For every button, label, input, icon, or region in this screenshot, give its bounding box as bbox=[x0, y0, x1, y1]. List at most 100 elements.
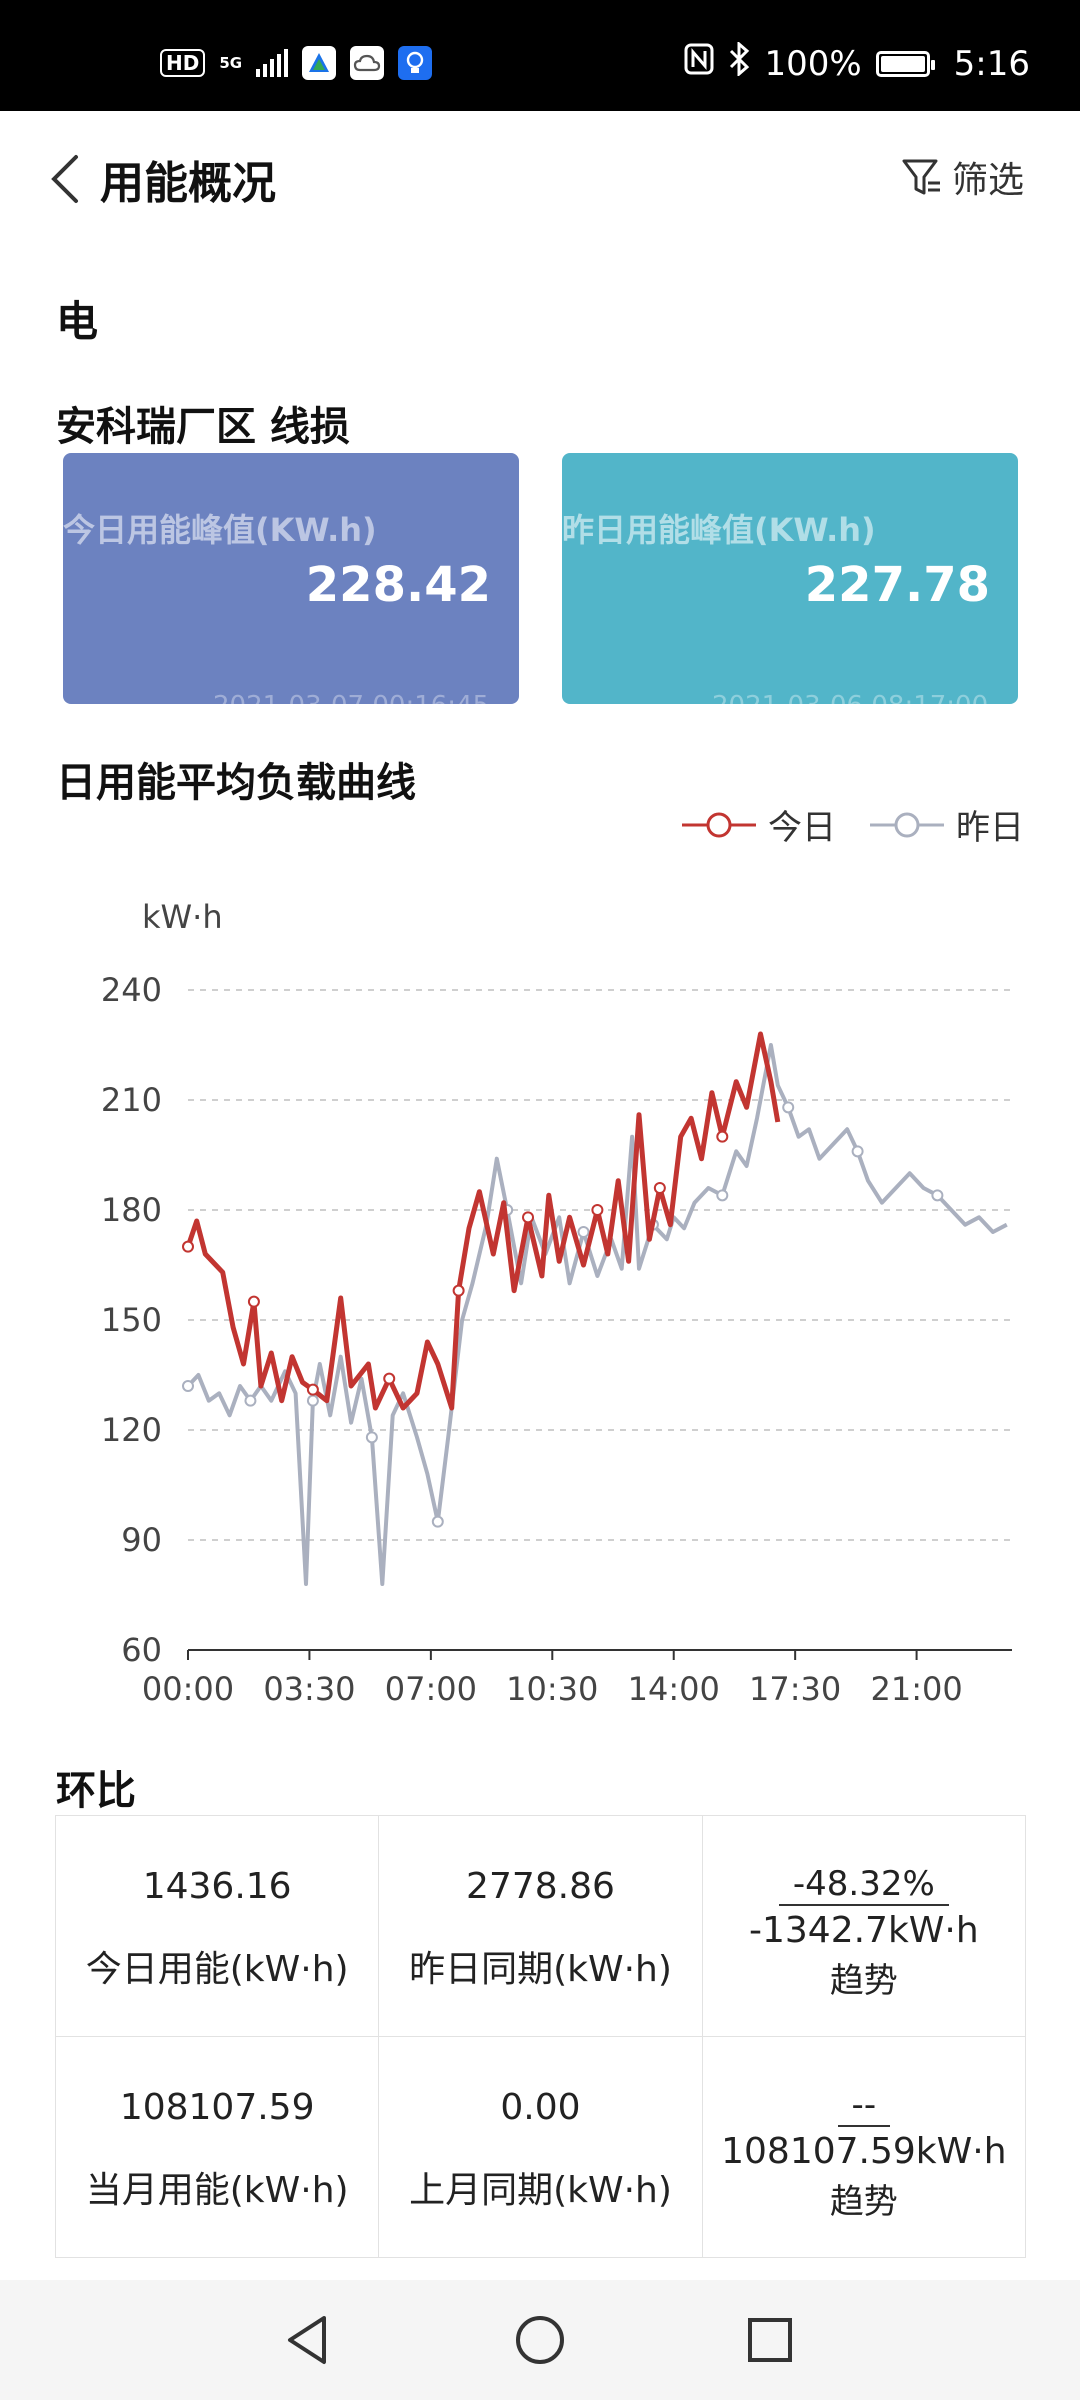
ratio-cell-trend: -- 108107.59kW·h 趋势 bbox=[702, 2037, 1026, 2258]
today-point bbox=[306, 1383, 319, 1396]
status-right: 100% 5:16 bbox=[684, 40, 1030, 85]
filter-label: 筛选 bbox=[951, 160, 1024, 201]
trend-label: 趋势 bbox=[829, 1961, 898, 2001]
change-diff: -1342.7kW·h bbox=[748, 1910, 979, 1951]
ratio-row-day: 1436.16 今日用能(kW·h) 2778.86 昨日同期(kW·h) -4… bbox=[56, 1816, 1026, 2037]
change-percent: -48.32% bbox=[703, 1864, 1025, 1906]
x-tick-label: 17:30 bbox=[749, 1670, 841, 1708]
series-today-line bbox=[185, 1031, 781, 1411]
x-tick-label: 10:30 bbox=[506, 1670, 598, 1708]
y-tick-label: 240 bbox=[101, 971, 162, 1009]
hd-indicator: HD bbox=[160, 49, 206, 77]
today-point bbox=[653, 1182, 666, 1194]
y-tick-label: 180 bbox=[101, 1191, 162, 1229]
previous-label: 昨日同期(kW·h) bbox=[409, 1949, 672, 1990]
today-point bbox=[522, 1211, 535, 1224]
filter-icon bbox=[902, 159, 940, 195]
battery-percent: 100% bbox=[764, 43, 862, 84]
change-percent-text: -48.32% bbox=[778, 1864, 949, 1906]
back-arrow-icon[interactable] bbox=[46, 151, 86, 207]
bulb-app-icon bbox=[398, 46, 433, 80]
legend-today-label: 今日 bbox=[768, 808, 836, 848]
filter-button[interactable]: 筛选 bbox=[900, 151, 1024, 203]
legend-yesterday-label: 昨日 bbox=[956, 808, 1024, 848]
today-peak-date: 2021-03-07 00:16:45 bbox=[213, 691, 489, 704]
x-tick-label: 07:00 bbox=[385, 1670, 477, 1708]
app-header: 用能概况 筛选 bbox=[0, 111, 1080, 241]
today-point bbox=[182, 1240, 194, 1253]
previous-value: 2778.86 bbox=[466, 1866, 615, 1907]
y-tick-label: 90 bbox=[121, 1521, 162, 1559]
ratio-row-month: 108107.59 当月用能(kW·h) 0.00 上月同期(kW·h) -- … bbox=[56, 2037, 1026, 2258]
previous-value: 0.00 bbox=[500, 2087, 581, 2128]
nav-recents-icon[interactable] bbox=[738, 2308, 802, 2372]
status-left: HD 5G bbox=[160, 46, 433, 80]
current-value: 1436.16 bbox=[142, 1866, 292, 1907]
change-diff: 108107.59kW·h bbox=[721, 2131, 1007, 2172]
network-type: 5G bbox=[219, 53, 243, 72]
current-label: 当月用能(kW·h) bbox=[85, 2170, 349, 2211]
yesterday-point bbox=[931, 1189, 944, 1202]
page-title: 用能概况 bbox=[100, 158, 276, 209]
ratio-cell-current: 108107.59 当月用能(kW·h) bbox=[56, 2037, 380, 2258]
bluetooth-icon bbox=[728, 40, 750, 85]
signal-icon bbox=[256, 49, 289, 77]
yesterday-point bbox=[577, 1226, 590, 1238]
today-peak-card: 今日用能峰值(KW.h) 228.42 2021-03-07 00:16:45 bbox=[63, 453, 519, 704]
x-tick-label: 00:00 bbox=[142, 1670, 234, 1708]
yesterday-point bbox=[182, 1380, 194, 1392]
app-store-icon bbox=[302, 46, 337, 80]
yesterday-peak-label: 昨日用能峰值(KW.h) bbox=[562, 511, 876, 549]
today-point bbox=[452, 1284, 465, 1297]
site-title: 安科瑞厂区 线损 bbox=[56, 404, 350, 450]
legend-today-marker bbox=[682, 812, 756, 837]
x-tick-label: 03:30 bbox=[263, 1670, 355, 1708]
nav-back-icon[interactable] bbox=[276, 2308, 340, 2372]
yesterday-peak-date: 2021-03-06 08:17:00 bbox=[712, 691, 988, 704]
trend-label: 趋势 bbox=[829, 2182, 898, 2222]
legend-today[interactable]: 今日 bbox=[682, 800, 836, 849]
battery-icon bbox=[875, 50, 935, 77]
yesterday-peak-value: 227.78 bbox=[804, 557, 990, 613]
current-label: 今日用能(kW·h) bbox=[85, 1949, 349, 1990]
yesterday-point bbox=[782, 1101, 795, 1114]
load-curve-chart[interactable]: kW·h 60 90 120 150 180 210 240 00:00 03:30 07:00 10… bbox=[0, 880, 1080, 1730]
change-percent: -- bbox=[703, 2085, 1025, 2127]
y-tick-label: 150 bbox=[101, 1301, 162, 1339]
chart-legend: 今日 昨日 bbox=[682, 800, 1024, 849]
cloud-icon bbox=[350, 46, 385, 80]
today-peak-value: 228.42 bbox=[305, 557, 491, 613]
previous-label: 上月同期(kW·h) bbox=[409, 2170, 672, 2211]
nfc-icon bbox=[684, 43, 714, 84]
today-point bbox=[383, 1372, 396, 1385]
today-point bbox=[716, 1130, 729, 1143]
legend-yesterday[interactable]: 昨日 bbox=[870, 800, 1024, 849]
ratio-table: 1436.16 今日用能(kW·h) 2778.86 昨日同期(kW·h) -4… bbox=[55, 1815, 1026, 2258]
yesterday-point bbox=[244, 1394, 257, 1407]
y-tick-label: 60 bbox=[121, 1631, 162, 1669]
yesterday-point bbox=[716, 1189, 729, 1202]
ratio-cell-current: 1436.16 今日用能(kW·h) bbox=[56, 1816, 380, 2037]
yesterday-point bbox=[306, 1394, 319, 1407]
y-tick-label: 120 bbox=[101, 1411, 162, 1449]
change-percent-text: -- bbox=[837, 2085, 891, 2127]
current-value: 108107.59 bbox=[119, 2087, 315, 2128]
y-tick-label: 210 bbox=[101, 1081, 162, 1119]
x-tick-label: 21:00 bbox=[870, 1670, 962, 1708]
nav-home-icon[interactable] bbox=[508, 2308, 572, 2372]
chart-title: 日用能平均负载曲线 bbox=[56, 760, 416, 806]
clock: 5:16 bbox=[953, 43, 1030, 84]
ratio-title: 环比 bbox=[56, 1768, 136, 1814]
energy-type-label: 电 bbox=[56, 297, 99, 346]
yesterday-point bbox=[431, 1515, 444, 1528]
status-bar: HD 5G 100% 5:16 bbox=[0, 0, 1080, 111]
system-nav-bar bbox=[0, 2280, 1080, 2400]
today-point bbox=[247, 1295, 260, 1308]
ratio-cell-previous: 2778.86 昨日同期(kW·h) bbox=[379, 1816, 703, 2037]
yesterday-peak-card: 昨日用能峰值(KW.h) 227.78 2021-03-06 08:17:00 bbox=[562, 453, 1018, 704]
today-point bbox=[591, 1204, 604, 1216]
legend-yesterday-marker bbox=[870, 812, 944, 837]
ratio-cell-trend: -48.32% -1342.7kW·h 趋势 bbox=[702, 1816, 1026, 2037]
yesterday-point bbox=[851, 1145, 864, 1158]
y-axis-label: kW·h bbox=[142, 898, 223, 936]
